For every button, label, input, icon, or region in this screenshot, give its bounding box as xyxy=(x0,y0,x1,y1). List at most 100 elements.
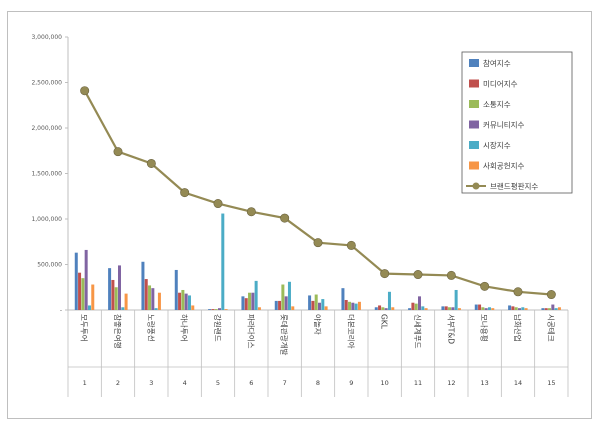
category-label-9: 더본코리아 xyxy=(346,314,356,349)
category-number-2: 2 xyxy=(116,379,120,387)
legend-label-1: 참여지수 xyxy=(483,58,511,68)
brand-index-line xyxy=(80,86,556,300)
bar-6-13 xyxy=(491,308,495,310)
legend-swatch-3 xyxy=(469,100,479,108)
brand-index-point-13 xyxy=(480,281,490,291)
y-tick-label: 1,000,000 xyxy=(31,216,62,223)
category-labels: 모두투어 1 참좋은여행 2 노랑풍선 3 하나투어 4 강원랜드 5 파라다이스 6 롯데관광개발 7 야… xyxy=(67,310,569,397)
bar-4-1 xyxy=(84,249,88,310)
chart-frame: - 500,000 1,000,000 1,500,000 2,000,000 2,500… xyxy=(7,11,592,419)
bar-3-5 xyxy=(214,309,218,310)
bar-4-6 xyxy=(251,292,255,310)
bar-1-15 xyxy=(541,308,545,310)
bar-2-15 xyxy=(544,308,548,310)
brand-index-point-9 xyxy=(346,240,356,250)
bar-4-15 xyxy=(551,304,555,310)
brand-reputation-chart: - 500,000 1,000,000 1,500,000 2,000,000 2,500… xyxy=(31,34,573,397)
bar-3-8 xyxy=(314,294,318,310)
bar-2-7 xyxy=(278,300,282,310)
category-label-3: 노랑풍선 xyxy=(146,314,155,342)
legend-label-3: 소통지수 xyxy=(483,100,511,109)
bar-5-9 xyxy=(354,303,358,310)
brand-index-point-8 xyxy=(313,238,323,248)
bar-6-1 xyxy=(91,284,95,310)
bar-5-3 xyxy=(154,308,158,310)
brand-index-point-4 xyxy=(180,188,190,198)
category-label-8: 야놀자 xyxy=(313,314,323,335)
bar-2-13 xyxy=(478,304,482,310)
bar-5-11 xyxy=(421,306,425,310)
bar-3-10 xyxy=(381,307,385,310)
bar-2-2 xyxy=(111,279,115,310)
bar-1-3 xyxy=(141,261,145,310)
bar-4-10 xyxy=(384,308,388,310)
bar-5-13 xyxy=(487,307,491,310)
bar-4-3 xyxy=(151,288,155,310)
category-label-6: 파라다이스 xyxy=(246,314,256,349)
y-tick-label: 2,500,000 xyxy=(31,80,62,87)
brand-index-point-11 xyxy=(413,270,423,280)
bar-4-13 xyxy=(484,308,488,310)
brand-index-point-15 xyxy=(546,290,556,300)
bar-6-8 xyxy=(324,306,328,310)
bar-1-2 xyxy=(108,268,112,310)
bar-4-4 xyxy=(184,293,188,310)
bar-3-9 xyxy=(348,301,352,310)
bar-5-4 xyxy=(187,295,191,310)
category-label-13: 모나용평 xyxy=(480,314,490,342)
brand-index-point-3 xyxy=(146,158,156,168)
category-label-15: 시공테크 xyxy=(546,314,555,342)
bar-5-5 xyxy=(221,213,225,310)
bar-5-2 xyxy=(121,307,125,310)
category-number-8: 8 xyxy=(316,379,320,387)
category-number-6: 6 xyxy=(249,379,253,387)
bar-6-4 xyxy=(191,305,195,310)
y-tick-label: 2,000,000 xyxy=(31,125,62,132)
bar-4-12 xyxy=(451,307,455,310)
bar-1-11 xyxy=(408,308,412,310)
legend-swatch-1 xyxy=(469,59,479,67)
category-number-15: 15 xyxy=(547,379,555,387)
legend-swatch-5 xyxy=(469,141,479,149)
category-number-4: 4 xyxy=(183,379,187,387)
bar-6-9 xyxy=(357,301,361,310)
category-label-2: 참좋은여행 xyxy=(113,314,123,349)
category-number-1: 1 xyxy=(83,379,87,387)
bar-4-5 xyxy=(218,308,221,310)
category-number-10: 10 xyxy=(381,379,389,387)
category-number-9: 9 xyxy=(349,379,353,387)
category-number-3: 3 xyxy=(149,379,153,387)
bar-1-13 xyxy=(474,304,478,310)
bar-2-12 xyxy=(444,306,448,310)
bar-3-2 xyxy=(114,287,118,310)
category-number-5: 5 xyxy=(216,379,220,387)
bar-1-9 xyxy=(341,288,345,310)
bar-1-6 xyxy=(241,296,245,310)
bar-1-10 xyxy=(374,307,378,310)
bar-2-4 xyxy=(178,292,182,310)
brand-index-point-1 xyxy=(80,86,90,96)
bar-1-4 xyxy=(174,269,178,310)
bar-1-12 xyxy=(441,306,445,310)
category-number-14: 14 xyxy=(514,379,522,387)
bar-1-1 xyxy=(74,252,78,310)
bar-1-8 xyxy=(308,295,312,310)
legend-swatch-6 xyxy=(469,161,479,170)
category-label-10: GKL xyxy=(380,314,389,330)
bar-6-5 xyxy=(224,309,228,310)
bar-5-8 xyxy=(321,299,325,310)
bar-1-5 xyxy=(208,309,212,310)
legend-label-2: 미디어지수 xyxy=(483,79,518,89)
bar-3-14 xyxy=(514,307,518,310)
bar-6-3 xyxy=(157,292,161,310)
y-tick-label: - xyxy=(60,307,62,314)
bar-2-3 xyxy=(144,279,148,310)
bar-6-15 xyxy=(557,307,561,310)
legend-box xyxy=(461,51,573,194)
category-number-7: 7 xyxy=(283,379,287,387)
bar-4-8 xyxy=(318,302,321,310)
bar-4-11 xyxy=(418,296,421,310)
bar-5-14 xyxy=(521,307,525,310)
bar-3-15 xyxy=(548,308,552,310)
bar-3-7 xyxy=(281,284,285,310)
